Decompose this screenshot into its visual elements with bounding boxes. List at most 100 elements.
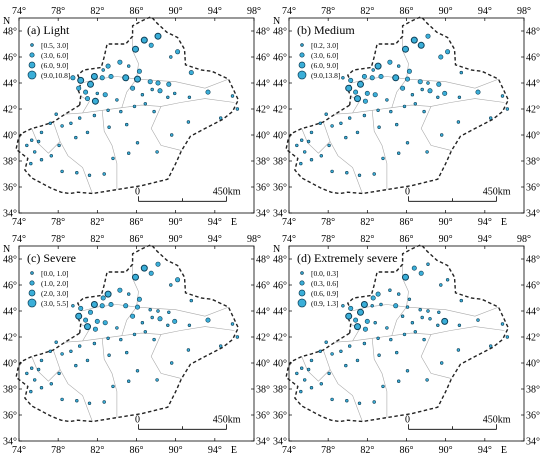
panel-title: (b) Medium — [297, 23, 355, 37]
station-point — [57, 143, 61, 148]
station-point — [324, 340, 328, 344]
station-point — [339, 121, 343, 126]
station-point — [440, 133, 444, 137]
bottom-tick-label: 86° — [400, 217, 414, 228]
top-tick-label: 98° — [517, 234, 531, 245]
station-point — [122, 74, 130, 82]
lat-tick-label-right: 48° — [256, 255, 270, 266]
station-point — [456, 120, 461, 124]
station-point — [166, 95, 170, 100]
top-tick-label: 82° — [90, 234, 104, 245]
legend-label: [0.0, 1.0] — [41, 269, 69, 278]
station-point — [124, 350, 129, 355]
station-point — [105, 63, 111, 69]
bottom-tick-label: 90° — [439, 445, 453, 456]
station-point — [425, 150, 429, 154]
lat-tick-label-left: 48° — [3, 27, 17, 38]
station-point — [85, 130, 90, 135]
station-point — [309, 130, 314, 135]
lat-tick-label-left: 36° — [273, 411, 287, 422]
lat-tick-label-left: 48° — [273, 255, 287, 266]
station-point — [102, 320, 108, 326]
station-point — [74, 135, 78, 140]
lat-tick-label-left: 38° — [273, 385, 287, 396]
station-point — [370, 304, 374, 308]
province-border — [101, 110, 118, 190]
lat-tick-label-right: 48° — [526, 27, 540, 38]
station-point — [91, 97, 99, 105]
scale-end-label: 450km — [213, 414, 241, 425]
station-point — [376, 336, 380, 340]
province-border — [31, 356, 61, 382]
province-border — [391, 306, 407, 336]
province-border — [402, 264, 409, 308]
station-point — [130, 313, 136, 319]
station-point — [437, 310, 441, 314]
lat-tick-label-left: 40° — [273, 131, 287, 142]
station-point — [157, 88, 163, 94]
legend-symbol — [299, 52, 305, 58]
lat-tick-label-right: 38° — [256, 385, 270, 396]
station-point — [230, 94, 235, 98]
station-point — [126, 292, 131, 296]
station-point — [374, 62, 382, 70]
station-point — [83, 317, 89, 323]
station-point — [442, 90, 448, 96]
station-point — [119, 109, 123, 114]
lat-tick-label-left: 42° — [3, 333, 17, 344]
map-panel: 74° 78° 82° 86° 90° 94° 98° 74° 78° 82° 86° 90° 94° E… — [3, 234, 270, 456]
station-point — [85, 358, 90, 363]
station-point — [348, 116, 352, 120]
station-point — [135, 304, 141, 310]
station-point — [92, 113, 97, 118]
station-point — [132, 332, 137, 337]
station-point — [187, 323, 192, 327]
station-point — [49, 154, 53, 158]
station-point — [354, 95, 361, 103]
bottom-tick-label: 82° — [360, 445, 374, 456]
station-point — [306, 139, 311, 144]
station-point — [319, 382, 323, 386]
lat-tick-label-left: 34° — [3, 437, 17, 448]
top-tick-label: 90° — [439, 234, 453, 245]
station-point — [71, 304, 75, 308]
station-point — [219, 344, 223, 348]
east-label: E — [501, 445, 507, 456]
station-point — [306, 367, 311, 372]
legend-symbol — [28, 289, 36, 297]
lat-tick-label-right: 38° — [526, 385, 540, 396]
east-label: E — [231, 217, 237, 228]
station-point — [405, 305, 410, 309]
station-point — [84, 323, 91, 331]
station-point — [154, 32, 162, 40]
legend-symbol — [29, 280, 35, 286]
station-point — [78, 305, 84, 311]
lat-tick-label-left: 34° — [3, 209, 17, 220]
station-point — [140, 36, 148, 44]
lat-tick-label-left: 36° — [3, 411, 17, 422]
scale-end-label: 450km — [483, 186, 511, 197]
lat-tick-label-right: 48° — [256, 27, 270, 38]
station-point — [126, 379, 131, 383]
top-tick-label: 86° — [400, 6, 414, 17]
station-point — [378, 74, 384, 80]
station-point — [99, 75, 105, 81]
station-point — [379, 302, 383, 307]
lat-tick-label-left: 44° — [3, 79, 17, 90]
scale-end-label: 450km — [483, 414, 511, 425]
panel-title: (a) Light — [27, 23, 70, 37]
station-point — [417, 41, 425, 49]
station-point — [69, 349, 73, 353]
station-point — [300, 366, 304, 370]
station-point — [426, 81, 430, 85]
station-point — [75, 399, 79, 403]
station-point — [405, 369, 410, 373]
lat-tick-label-right: 40° — [526, 359, 540, 370]
station-point — [439, 283, 443, 287]
legend-label: [0.0, 0.3] — [311, 269, 339, 278]
top-tick-label: 94° — [208, 234, 222, 245]
station-point — [459, 298, 463, 303]
station-point — [393, 303, 399, 309]
station-point — [54, 112, 58, 116]
legend-symbol — [30, 43, 34, 47]
